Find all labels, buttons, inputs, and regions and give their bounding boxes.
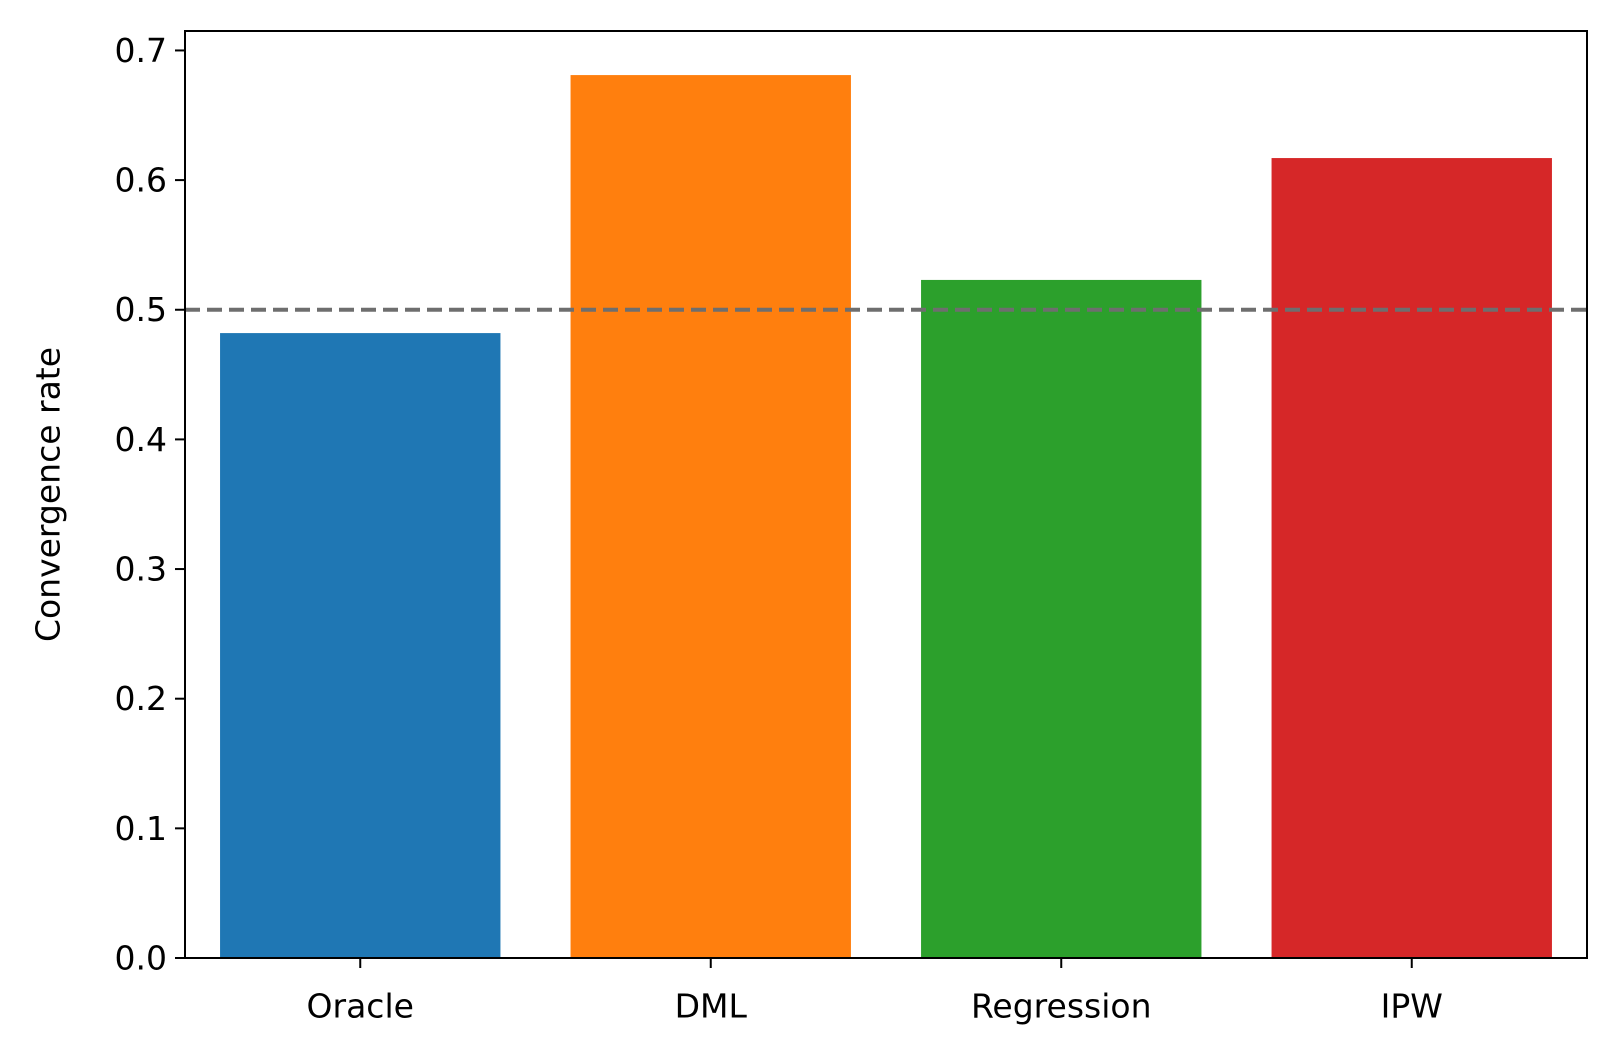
y-tick-label: 0.6 (115, 161, 167, 200)
bar-oracle (220, 333, 501, 959)
x-tick-label-ipw: IPW (1381, 987, 1443, 1026)
x-tick-label-dml: DML (675, 987, 748, 1026)
y-tick-label: 0.0 (115, 939, 167, 978)
bar-regression (921, 279, 1202, 958)
bars-group (220, 75, 1552, 959)
x-tick-label-oracle: Oracle (307, 987, 414, 1026)
x-tick-label-regression: Regression (971, 987, 1152, 1026)
y-tick-label: 0.1 (115, 809, 167, 848)
y-tick-label: 0.4 (115, 420, 167, 459)
bar-dml (570, 75, 851, 958)
plot-frame (184, 30, 1588, 959)
y-tick-label: 0.2 (115, 679, 167, 718)
y-tick-label: 0.7 (115, 31, 167, 70)
y-tick-label: 0.3 (115, 550, 167, 589)
x-axis: Oracle DML Regression IPW (307, 958, 1443, 1026)
y-axis: 0.0 0.1 0.2 0.3 0.4 0.5 0.6 0.7 (115, 31, 185, 978)
y-axis-label: Convergence rate (29, 347, 68, 642)
y-tick-label: 0.5 (115, 290, 167, 329)
bar-ipw (1271, 158, 1552, 958)
